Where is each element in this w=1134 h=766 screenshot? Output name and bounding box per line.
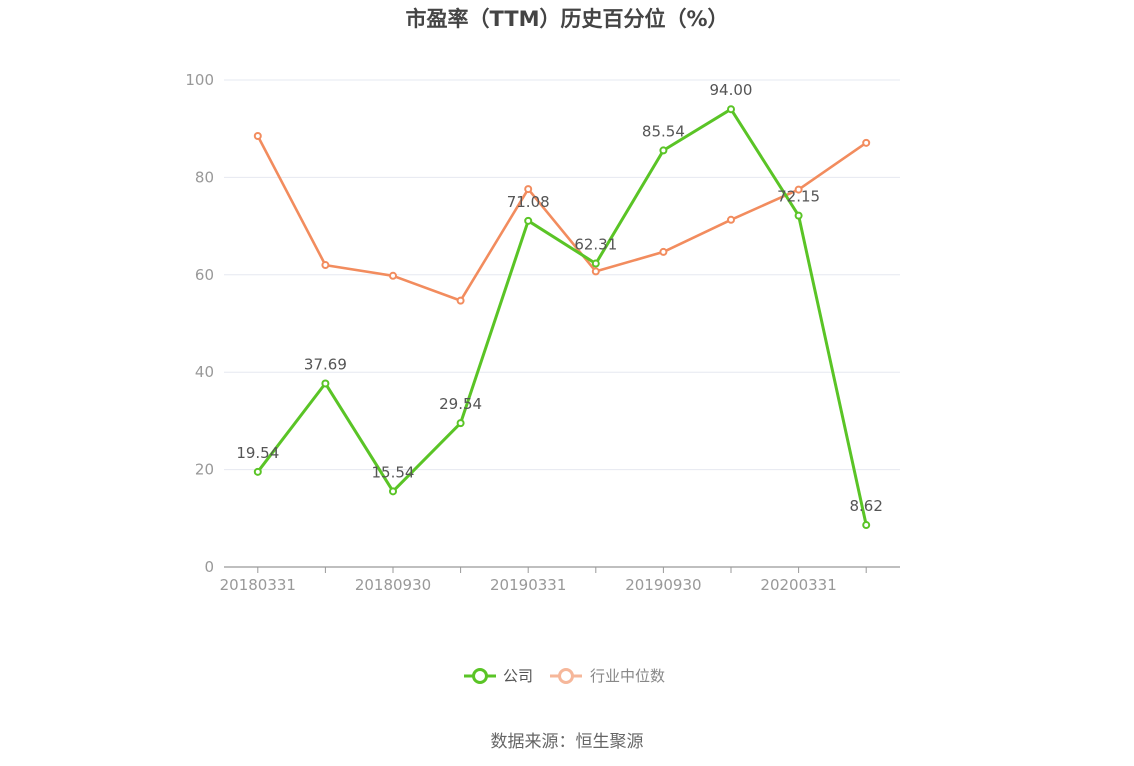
data-point-company[interactable] [794, 211, 803, 220]
legend-item-industry[interactable]: 行业中位数 [550, 667, 665, 685]
series-line-company [256, 107, 868, 526]
x-tick-label: 20180930 [355, 576, 431, 594]
y-tick-label: 60 [195, 266, 214, 284]
data-point-industry[interactable] [524, 185, 533, 194]
y-tick-label: 20 [195, 461, 214, 479]
data-label: 94.00 [710, 81, 753, 99]
data-label: 62.31 [574, 236, 617, 254]
legend-industry-circle-icon [558, 668, 574, 684]
data-point-company[interactable] [321, 379, 330, 388]
x-tick-label: 20190331 [490, 576, 566, 594]
data-point-industry[interactable] [727, 215, 735, 224]
legend-company-label: 公司 [503, 667, 533, 685]
data-point-company[interactable] [456, 419, 465, 428]
y-tick-label: 40 [195, 363, 214, 381]
series-group [253, 105, 871, 530]
legend[interactable]: 公司 行业中位数 [464, 667, 665, 685]
data-point-company[interactable] [727, 105, 735, 114]
data-point-industry[interactable] [794, 185, 803, 194]
y-axis: 0 20 40 60 80 100 [185, 71, 214, 576]
data-label: 8.62 [849, 497, 882, 515]
data-label: 15.54 [372, 463, 415, 481]
y-tick-label: 0 [204, 558, 214, 576]
data-point-company[interactable] [659, 146, 668, 155]
data-label: 29.54 [439, 395, 482, 413]
data-point-industry[interactable] [456, 296, 465, 305]
x-tick-label: 20200331 [760, 576, 836, 594]
data-label: 19.54 [236, 444, 279, 462]
data-point-industry[interactable] [591, 267, 600, 276]
y-tick-label: 80 [195, 168, 214, 186]
data-point-industry[interactable] [321, 261, 330, 270]
legend-company-circle-icon [472, 668, 488, 684]
data-labels: 19.54 37.69 15.54 29.54 71.08 62.31 85.54 94.00… [236, 81, 883, 515]
data-label: 37.69 [304, 355, 347, 373]
chart-title: 市盈率（TTM）历史百分位（%） [405, 7, 728, 31]
data-point-company[interactable] [862, 521, 871, 530]
data-point-company[interactable] [389, 487, 397, 496]
x-tick-label: 20180331 [220, 576, 296, 594]
data-point-industry[interactable] [253, 132, 262, 141]
data-label: 71.08 [507, 193, 550, 211]
y-tick-label: 100 [185, 71, 214, 89]
data-point-industry[interactable] [389, 271, 397, 280]
legend-industry-label: 行业中位数 [590, 667, 665, 685]
x-tick-label: 20190930 [625, 576, 701, 594]
data-point-company[interactable] [591, 259, 600, 268]
grid [224, 79, 900, 471]
legend-item-company[interactable]: 公司 [464, 667, 533, 685]
data-label: 85.54 [642, 122, 685, 140]
data-label: 72.15 [777, 188, 820, 206]
data-point-company[interactable] [524, 216, 533, 225]
series-line-industry [256, 135, 867, 302]
data-point-industry[interactable] [659, 247, 668, 256]
data-point-company[interactable] [253, 467, 262, 476]
data-point-industry[interactable] [862, 138, 871, 147]
data-source: 数据来源：恒生聚源 [491, 732, 644, 752]
x-axis: 20180331 20180930 20190331 20190930 20200331 [220, 567, 867, 594]
